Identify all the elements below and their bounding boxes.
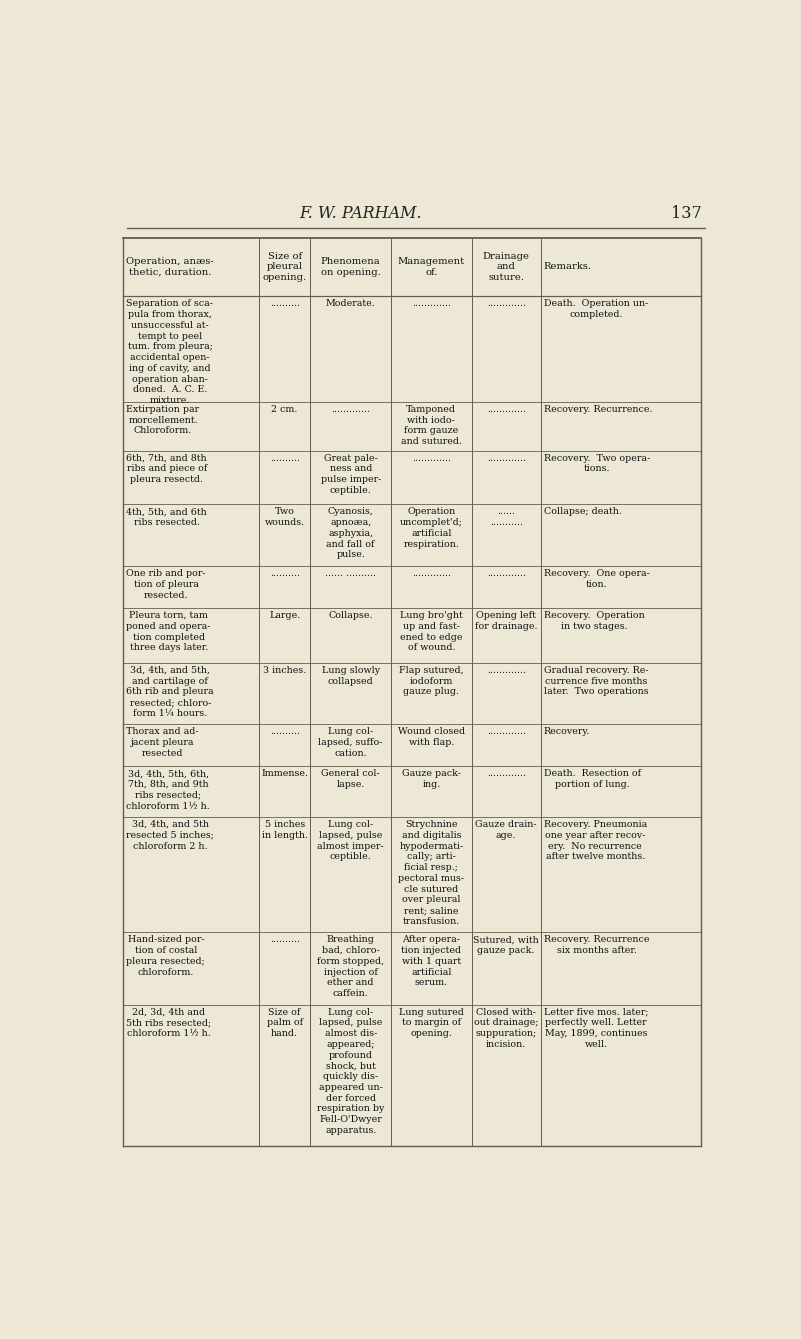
Text: Extirpation par
morcellement.
Chloroform.: Extirpation par morcellement. Chloroform… xyxy=(127,404,199,435)
Text: .............: ............. xyxy=(487,300,525,308)
Text: .............: ............. xyxy=(331,404,370,414)
Text: Size of
palm of
hand.: Size of palm of hand. xyxy=(267,1008,303,1038)
Text: .............: ............. xyxy=(412,300,451,308)
Text: Immense.: Immense. xyxy=(261,770,308,778)
Text: Lung slowly
collapsed: Lung slowly collapsed xyxy=(322,665,380,686)
Text: .............: ............. xyxy=(487,404,525,414)
Text: Large.: Large. xyxy=(269,611,300,620)
Text: ..........: .......... xyxy=(270,454,300,463)
Text: Recovery.  Operation
in two stages.: Recovery. Operation in two stages. xyxy=(544,611,645,631)
Text: 3d, 4th, 5th, 6th,
7th, 8th, and 9th
ribs resected;
chloroform 1½ h.: 3d, 4th, 5th, 6th, 7th, 8th, and 9th rib… xyxy=(127,770,210,810)
Text: Wound closed
with flap.: Wound closed with flap. xyxy=(398,727,465,747)
Text: Recovery. Recurrence.: Recovery. Recurrence. xyxy=(544,404,652,414)
Text: Lung col-
lapsed, suffo-
cation.: Lung col- lapsed, suffo- cation. xyxy=(319,727,383,758)
Text: Lung sutured
to margin of
opening.: Lung sutured to margin of opening. xyxy=(399,1008,464,1038)
Text: Hand-sized por-
tion of costal
pleura resected;
chloroform.: Hand-sized por- tion of costal pleura re… xyxy=(127,936,205,976)
Text: .............: ............. xyxy=(487,665,525,675)
Text: Lung col-
lapsed, pulse
almost dis-
appeared;
profound
shock, but
quickly dis-
a: Lung col- lapsed, pulse almost dis- appe… xyxy=(317,1008,384,1135)
Text: Strychnine
and digitalis
hypodermati-
cally; arti-
ficial resp.;
pectoral mus-
c: Strychnine and digitalis hypodermati- ca… xyxy=(398,819,465,925)
Text: Thorax and ad-
jacent pleura
resected: Thorax and ad- jacent pleura resected xyxy=(127,727,199,758)
Text: 2 cm.: 2 cm. xyxy=(272,404,298,414)
Text: 6th, 7th, and 8th
ribs and piece of
pleura resectd.: 6th, 7th, and 8th ribs and piece of pleu… xyxy=(127,454,207,485)
Text: Gradual recovery. Re-
currence five months
later.  Two operations: Gradual recovery. Re- currence five mont… xyxy=(544,665,648,696)
Text: Recovery.  One opera-
tion.: Recovery. One opera- tion. xyxy=(544,569,650,589)
Text: F. W. PARHAM.: F. W. PARHAM. xyxy=(300,205,422,221)
Text: Closed with-
out drainage;
suppuration;
incision.: Closed with- out drainage; suppuration; … xyxy=(474,1008,538,1048)
Text: Collapse.: Collapse. xyxy=(328,611,373,620)
Text: ..........: .......... xyxy=(270,936,300,944)
Text: 4th, 5th, and 6th
ribs resected.: 4th, 5th, and 6th ribs resected. xyxy=(127,507,207,528)
Text: ......
...........: ...... ........... xyxy=(489,507,522,528)
Text: Drainage
and
suture.: Drainage and suture. xyxy=(483,252,529,283)
Text: 2d, 3d, 4th and
5th ribs resected;
chloroform 1½ h.: 2d, 3d, 4th and 5th ribs resected; chlor… xyxy=(127,1008,211,1038)
Text: Opening left
for drainage.: Opening left for drainage. xyxy=(475,611,537,631)
Text: Recovery. Pneumonia
one year after recov-
ery.  No recurrence
after twelve month: Recovery. Pneumonia one year after recov… xyxy=(544,819,647,861)
Text: Death.  Operation un-
completed.: Death. Operation un- completed. xyxy=(544,300,648,319)
Text: Letter five mos. later;
perfectly well. Letter
May, 1899, continues
well.: Letter five mos. later; perfectly well. … xyxy=(544,1008,648,1048)
Text: Great pale-
ness and
pulse imper-
ceptible.: Great pale- ness and pulse imper- ceptib… xyxy=(320,454,381,495)
Text: After opera-
tion injected
with 1 quart
artificial
serum.: After opera- tion injected with 1 quart … xyxy=(401,936,461,987)
Text: Size of
pleural
opening.: Size of pleural opening. xyxy=(263,252,307,283)
Text: One rib and por-
tion of pleura
resected.: One rib and por- tion of pleura resected… xyxy=(127,569,206,600)
Text: Phenomena
on opening.: Phenomena on opening. xyxy=(321,257,380,277)
Text: Tamponed
with iodo-
form gauze
and sutured.: Tamponed with iodo- form gauze and sutur… xyxy=(400,404,462,446)
Text: Breathing
bad, chloro-
form stopped,
injection of
ether and
caffein.: Breathing bad, chloro- form stopped, inj… xyxy=(317,936,384,998)
Text: 3 inches.: 3 inches. xyxy=(263,665,306,675)
Text: .............: ............. xyxy=(487,727,525,736)
Text: ..........: .......... xyxy=(270,569,300,578)
Text: Lung col-
lapsed, pulse
almost imper-
ceptible.: Lung col- lapsed, pulse almost imper- ce… xyxy=(317,819,384,861)
Text: Death.  Resection of
portion of lung.: Death. Resection of portion of lung. xyxy=(544,770,641,789)
Text: .............: ............. xyxy=(412,569,451,578)
Text: Management
of.: Management of. xyxy=(398,257,465,277)
Text: Operation, anæs-
thetic, duration.: Operation, anæs- thetic, duration. xyxy=(127,257,214,277)
Text: 3d, 4th, and 5th
resected 5 inches;
chloroform 2 h.: 3d, 4th, and 5th resected 5 inches; chlo… xyxy=(127,819,215,850)
Text: 3d, 4th, and 5th,
and cartilage of
6th rib and pleura
resected; chloro-
form 1¼ : 3d, 4th, and 5th, and cartilage of 6th r… xyxy=(127,665,214,718)
Text: Pleura torn, tam
poned and opera-
tion completed
three days later.: Pleura torn, tam poned and opera- tion c… xyxy=(127,611,211,652)
Text: ..........: .......... xyxy=(270,727,300,736)
Text: Separation of sca-
pula from thorax,
unsuccessful at-
tempt to peel
tum. from pl: Separation of sca- pula from thorax, uns… xyxy=(127,300,214,406)
Text: Lung bro'ght
up and fast-
ened to edge
of wound.: Lung bro'ght up and fast- ened to edge o… xyxy=(400,611,463,652)
Text: Two
wounds.: Two wounds. xyxy=(264,507,304,528)
Text: .............: ............. xyxy=(412,454,451,463)
Text: Recovery. Recurrence
six months after.: Recovery. Recurrence six months after. xyxy=(544,936,650,955)
Text: Flap sutured,
iodoform
gauze plug.: Flap sutured, iodoform gauze plug. xyxy=(399,665,464,696)
Text: Recovery.: Recovery. xyxy=(544,727,590,736)
Text: Recovery.  Two opera-
tions.: Recovery. Two opera- tions. xyxy=(544,454,650,474)
Text: Moderate.: Moderate. xyxy=(326,300,376,308)
Text: Operation
uncomplet'd;
artificial
respiration.: Operation uncomplet'd; artificial respir… xyxy=(400,507,463,549)
Text: General col-
lapse.: General col- lapse. xyxy=(321,770,380,789)
Text: Gauze drain-
age.: Gauze drain- age. xyxy=(475,819,537,840)
Text: Remarks.: Remarks. xyxy=(544,262,592,272)
Text: Sutured, with
gauze pack.: Sutured, with gauze pack. xyxy=(473,936,539,955)
Text: .............: ............. xyxy=(487,770,525,778)
Text: ..........: .......... xyxy=(270,300,300,308)
Text: ...... ..........: ...... .......... xyxy=(325,569,376,578)
Text: Gauze pack-
ing.: Gauze pack- ing. xyxy=(402,770,461,789)
Text: Cyanosis,
apnoæa,
asphyxia,
and fall of
pulse.: Cyanosis, apnoæa, asphyxia, and fall of … xyxy=(327,507,375,560)
Text: .............: ............. xyxy=(487,569,525,578)
Text: 137: 137 xyxy=(671,205,702,221)
Text: Collapse; death.: Collapse; death. xyxy=(544,507,622,517)
Text: 5 inches
in length.: 5 inches in length. xyxy=(262,819,308,840)
Text: .............: ............. xyxy=(487,454,525,463)
